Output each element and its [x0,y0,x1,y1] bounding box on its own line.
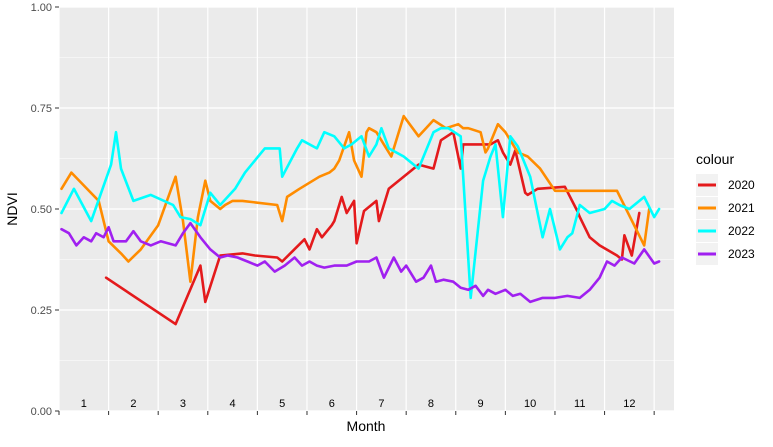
series-line-2022 [60,126,661,300]
x-tick-label: 5 [279,398,285,410]
x-tick-label: 3 [180,398,186,410]
legend-label-2021: 2021 [728,201,755,215]
y-tick-label: 0.50 [31,204,52,216]
x-tick-label: 1 [81,398,87,410]
legend-label-2023: 2023 [728,247,755,261]
legend-label-2022: 2022 [728,224,755,238]
y-tick-label: 0.25 [31,305,52,317]
x-tick-label: 12 [623,398,635,410]
x-tick-label: 2 [130,398,136,410]
legend-label-2020: 2020 [728,178,755,192]
series-layer [60,114,661,326]
y-axis-title: NDVI [4,192,20,225]
y-tick-label: 0.00 [31,406,52,418]
minor-gridlines [59,57,674,361]
x-tick-label: 11 [574,398,585,410]
legend: colour 2020 2021 2022 2023 [696,151,755,265]
x-axis-title: Month [347,418,386,434]
x-tick-label: 7 [378,398,384,410]
y-axis: 0.00 0.25 0.50 0.75 1.00 [31,2,59,418]
x-tick-label: 4 [230,398,236,410]
x-tick-label: 8 [428,398,434,410]
y-tick-label: 1.00 [31,2,52,14]
x-axis: 1 2 3 4 5 6 7 8 9 10 11 12 [58,398,655,415]
x-tick-label: 10 [524,398,536,410]
x-tick-label: 9 [478,398,484,410]
series-line-2023 [60,221,661,304]
y-tick-label: 0.75 [31,103,52,115]
x-tick-label: 6 [329,398,335,410]
legend-title: colour [696,151,734,167]
